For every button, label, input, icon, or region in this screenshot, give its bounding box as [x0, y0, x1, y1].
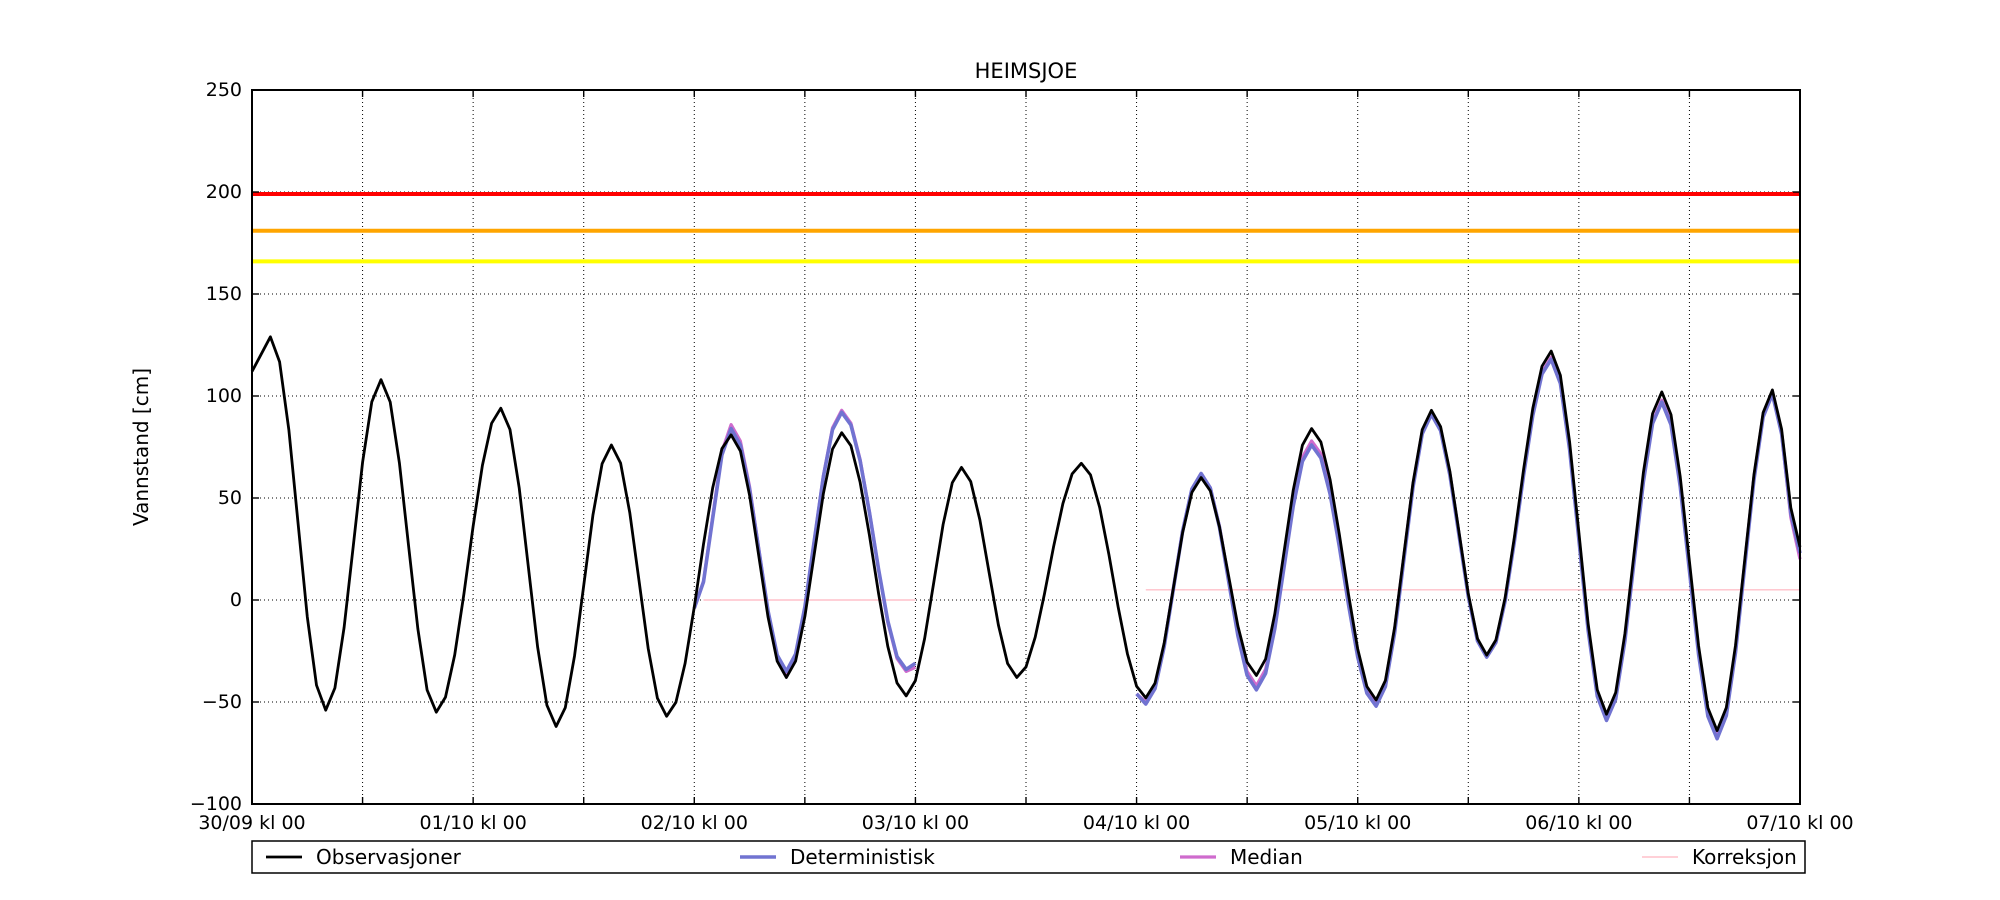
x-tick-label: 06/10 kl 00 — [1525, 812, 1632, 834]
x-tick-label: 02/10 kl 00 — [641, 812, 748, 834]
y-tick-label: 250 — [206, 79, 242, 101]
legend-label-median: Median — [1230, 845, 1303, 869]
x-tick-label: 03/10 kl 00 — [862, 812, 969, 834]
x-tick-label: 30/09 kl 00 — [198, 812, 305, 834]
legend-box — [251, 840, 1806, 874]
y-axis-label: Vannstand [cm] — [129, 368, 153, 526]
chart-title: HEIMSJOE — [975, 59, 1078, 83]
x-tick-label: 04/10 kl 00 — [1083, 812, 1190, 834]
x-tick-label: 07/10 kl 00 — [1746, 812, 1853, 834]
series-deterministisk-line — [692, 410, 917, 674]
legend-label-korreksjon: Korreksjon — [1692, 845, 1797, 869]
y-tick-label: −100 — [190, 793, 242, 815]
series-median-line — [692, 408, 917, 676]
y-tick-label: 150 — [206, 283, 242, 305]
y-tick-label: 200 — [206, 181, 242, 203]
x-tick-label: 01/10 kl 00 — [419, 812, 526, 834]
legend: Observasjoner Deterministisk Median Korreks… — [251, 840, 1806, 874]
x-tick-label: 05/10 kl 00 — [1304, 812, 1411, 834]
series-deterministisk-line — [1135, 357, 1802, 741]
legend-label-deterministisk: Deterministisk — [790, 845, 935, 869]
y-tick-label: −50 — [202, 691, 242, 713]
legend-label-observasjoner: Observasjoner — [316, 845, 462, 869]
y-tick-label: 0 — [230, 589, 242, 611]
plot-area: −100 −50 0 50 100 150 200 250 30/09 kl 00 01/10 k… — [190, 79, 1854, 834]
y-tick-label: 100 — [206, 385, 242, 407]
y-tick-label: 50 — [218, 487, 242, 509]
series-observasjoner-line — [250, 335, 1802, 732]
